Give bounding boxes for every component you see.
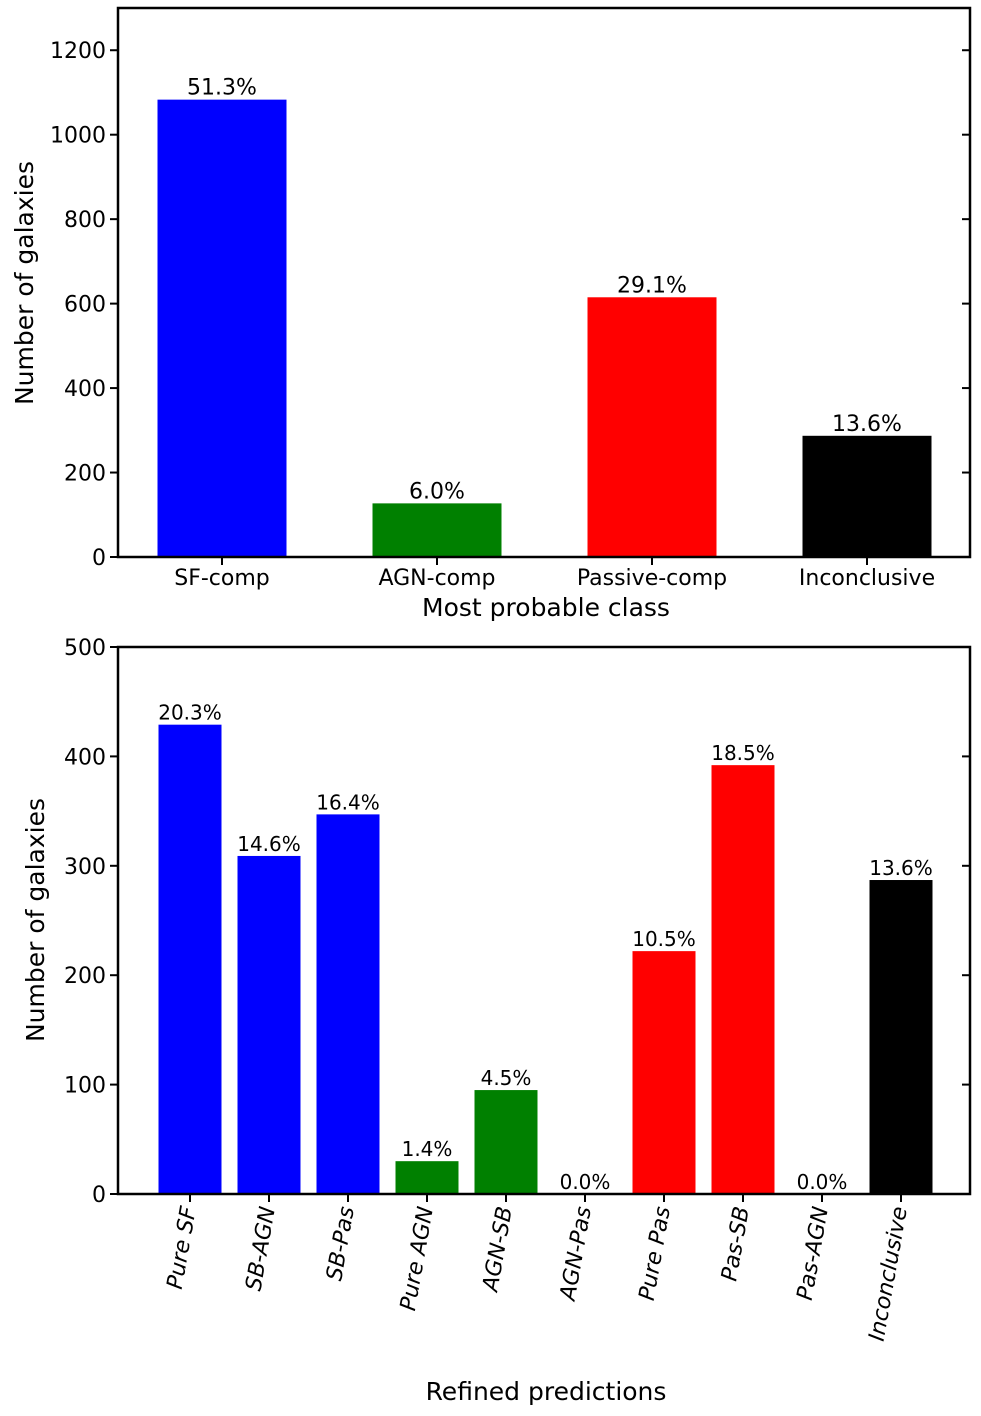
data-label: 6.0% [409, 479, 465, 504]
x-tick-label: SF-comp [174, 566, 270, 591]
data-label: 1.4% [402, 1137, 453, 1161]
x-tick-label: AGN-SB [478, 1205, 518, 1296]
chart-refined-predictions: 20.3% 14.6% 16.4% 1.4% 4.5% 0.0% 10.5% 18.5% 0.0… [21, 636, 972, 1406]
x-axis-label: Most probable class [422, 593, 670, 622]
data-label: 29.1% [617, 273, 687, 298]
data-label: 51.3% [187, 76, 257, 101]
y-tick-label: 500 [64, 636, 106, 661]
data-label: 0.0% [560, 1170, 611, 1194]
bar-inconclusive [802, 435, 932, 557]
x-axis-label: Refined predictions [426, 1377, 667, 1406]
data-label: 18.5% [711, 741, 775, 765]
y-axis-label: Number of galaxies [21, 798, 50, 1042]
axes-frame [116, 645, 972, 1196]
axes-frame [116, 6, 972, 559]
bar-sb-pas [316, 814, 380, 1194]
bar-pure-agn [395, 1161, 459, 1194]
x-tick-label: AGN-Pas [555, 1205, 596, 1305]
bar-agn-comp [372, 503, 502, 557]
x-tick-label: Pure Pas [635, 1205, 676, 1303]
data-label: 4.5% [481, 1066, 532, 1090]
bar-passive-comp [587, 297, 717, 557]
bar-inconclusive [869, 880, 933, 1194]
y-tick-label: 0 [92, 1183, 106, 1208]
y-tick-label: 800 [64, 208, 106, 233]
data-label: 20.3% [158, 701, 222, 725]
y-tick-label: 400 [64, 745, 106, 770]
y-tick-label: 0 [92, 546, 106, 571]
bar-agn-sb [474, 1090, 538, 1194]
x-tick-label: SB-Pas [322, 1205, 360, 1283]
bar-sb-agn [237, 855, 301, 1194]
y-tick-label: 100 [64, 1074, 106, 1099]
y-tick-label: 1200 [50, 39, 106, 64]
chart-most-probable-class: 51.3% 6.0% 29.1% 13.6% 0 200 400 600 800 1000 1200… [10, 6, 972, 622]
data-label: 13.6% [869, 856, 933, 880]
x-tick-label: Inconclusive [799, 566, 935, 591]
bar-pure-sf [158, 724, 222, 1194]
y-axis-label: Number of galaxies [10, 161, 39, 405]
x-tick-label: Pas-AGN [793, 1205, 834, 1303]
data-label: 10.5% [632, 927, 696, 951]
x-tick-label: Pure AGN [396, 1205, 439, 1313]
x-tick-label: Passive-comp [577, 566, 727, 591]
bar-sf-comp [157, 99, 287, 557]
bar-pas-sb [711, 765, 775, 1194]
y-tick-label: 300 [64, 855, 106, 880]
x-tick-label: Pas-SB [717, 1205, 755, 1283]
bar-pure-pas [632, 951, 696, 1194]
y-tick-label: 200 [64, 462, 106, 487]
x-tick-label: Inconclusive [865, 1205, 913, 1343]
y-tick-label: 600 [64, 293, 106, 318]
x-tick-label: SB-AGN [241, 1205, 280, 1293]
y-tick-label: 200 [64, 964, 106, 989]
y-tick-label: 400 [64, 377, 106, 402]
y-tick-label: 1000 [50, 124, 106, 149]
data-label: 0.0% [797, 1170, 848, 1194]
data-label: 16.4% [316, 790, 380, 814]
x-tick-label: AGN-comp [378, 566, 495, 591]
data-label: 14.6% [237, 832, 301, 856]
data-label: 13.6% [832, 412, 902, 437]
x-tick-label: Pure SF [163, 1204, 202, 1291]
